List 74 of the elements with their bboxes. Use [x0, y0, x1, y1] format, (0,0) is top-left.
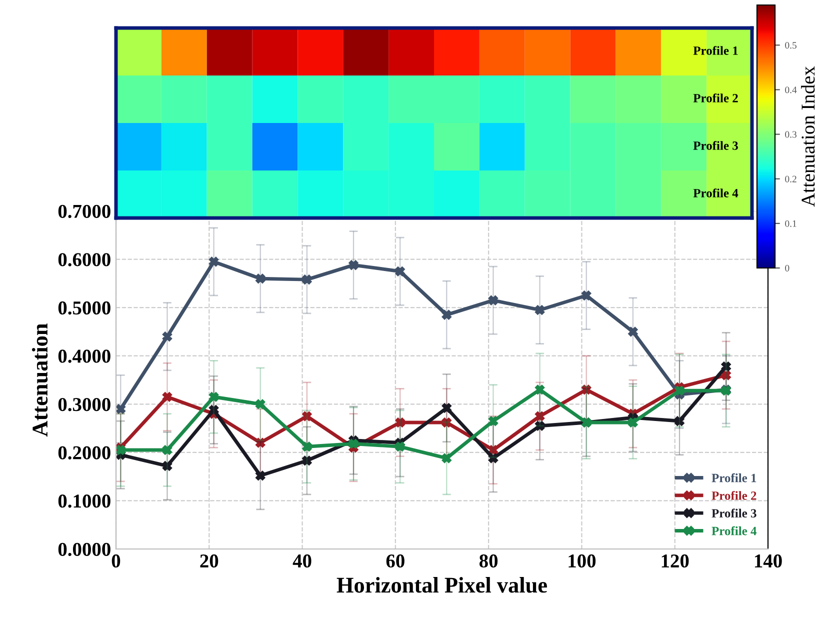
color-bar-label: 0.1	[785, 220, 796, 227]
point	[628, 418, 638, 428]
point	[534, 421, 545, 431]
y-tick-label: 0.7000	[58, 204, 110, 218]
point	[395, 418, 405, 428]
x-tick-label: 40	[292, 554, 312, 568]
y-axis-title: Attenuation	[32, 324, 48, 437]
point	[208, 405, 219, 415]
point	[302, 442, 312, 452]
y-tick-label: 0.2000	[58, 446, 110, 460]
point	[534, 305, 545, 315]
y-tick-label: 0.1000	[58, 494, 110, 508]
point	[256, 470, 266, 480]
legend-label: Profile 4	[712, 526, 757, 536]
point	[721, 362, 731, 372]
point	[442, 403, 452, 413]
color-bar-label: 0	[785, 264, 790, 272]
point	[162, 461, 172, 471]
point	[582, 384, 592, 395]
point	[302, 274, 312, 284]
point	[582, 290, 592, 300]
point	[534, 411, 545, 422]
point	[534, 384, 545, 395]
point	[442, 453, 452, 464]
x-tick-label: 100	[568, 554, 596, 568]
y-tick-label: 0.0000	[58, 542, 110, 556]
point	[302, 411, 312, 422]
point	[256, 274, 266, 284]
point	[256, 399, 266, 410]
point	[162, 392, 172, 402]
color-bar-label: 0.4	[785, 86, 797, 94]
point	[721, 370, 731, 380]
point	[488, 416, 498, 426]
point	[628, 326, 638, 337]
point	[488, 453, 498, 464]
y-tick-label: 0.5000	[58, 301, 110, 315]
x-tick-label: 80	[479, 554, 498, 568]
point	[488, 295, 498, 306]
y-tick-label: Profile 4	[693, 188, 738, 198]
legend-label: Profile 2	[712, 490, 756, 500]
point	[348, 260, 358, 270]
x-axis-title: Horizontal Pixel value	[336, 577, 547, 593]
y-tick-label: Profile 3	[693, 140, 738, 150]
point	[442, 310, 452, 320]
color-bar-label: 0.3	[785, 131, 796, 138]
point	[116, 445, 126, 455]
legend-label: Profile 3	[712, 508, 756, 518]
y-tick-label: 0.3000	[58, 398, 110, 412]
y-tick-label: 0.4000	[58, 350, 110, 363]
x-tick-label: 120	[662, 554, 689, 568]
point	[395, 442, 405, 452]
x-tick-label: 140	[754, 554, 782, 568]
y-tick-label: 0.6000	[58, 253, 110, 266]
color-bar-label: 0.5	[785, 42, 796, 49]
point	[442, 418, 452, 428]
legend-label: Profile 1	[712, 473, 756, 482]
point	[116, 404, 126, 414]
point	[395, 266, 405, 276]
point	[162, 445, 172, 455]
point	[302, 456, 312, 466]
point	[162, 332, 172, 342]
point	[208, 256, 219, 267]
y-tick-label: Profile 1	[693, 46, 738, 55]
point	[208, 392, 219, 402]
x-tick-label: 60	[386, 554, 404, 568]
y-tick-label: Profile 2	[693, 93, 738, 102]
point	[348, 438, 358, 449]
point	[674, 386, 684, 396]
color-bar-label: 0.2	[785, 176, 796, 182]
x-tick-label: 0	[112, 554, 120, 568]
point	[256, 438, 266, 448]
point	[674, 416, 684, 426]
x-tick-label: 20	[200, 554, 218, 568]
color-bar-title: Attenuation Index	[801, 66, 815, 207]
